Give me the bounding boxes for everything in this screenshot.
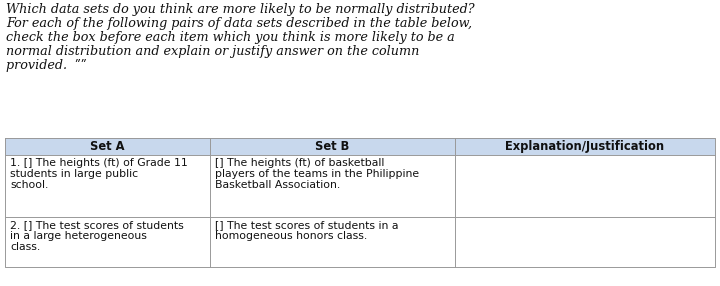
Text: [] The test scores of students in a: [] The test scores of students in a [215, 220, 398, 230]
Bar [5, 217, 715, 267]
Text: provided.  ʺʺ: provided. ʺʺ [6, 59, 86, 72]
Text: Set A: Set A [90, 140, 125, 153]
Bar [5, 138, 715, 155]
Text: 1. [] The heights (ft) of Grade 11: 1. [] The heights (ft) of Grade 11 [10, 158, 188, 168]
Text: school.: school. [10, 180, 48, 190]
Text: in a large heterogeneous: in a large heterogeneous [10, 231, 147, 241]
Text: Explanation/Justification: Explanation/Justification [505, 140, 665, 153]
Text: check the box before each item which you think is more likely to be a: check the box before each item which you… [6, 31, 455, 44]
Text: 2. [] The test scores of students: 2. [] The test scores of students [10, 220, 184, 230]
Text: class.: class. [10, 242, 40, 252]
Text: students in large public: students in large public [10, 169, 138, 179]
Text: players of the teams in the Philippine: players of the teams in the Philippine [215, 169, 419, 179]
Bar [5, 155, 715, 217]
Text: Which data sets do you think are more likely to be normally distributed?: Which data sets do you think are more li… [6, 3, 474, 16]
Text: Basketball Association.: Basketball Association. [215, 180, 341, 190]
Text: homogeneous honors class.: homogeneous honors class. [215, 231, 367, 241]
Text: [] The heights (ft) of basketball: [] The heights (ft) of basketball [215, 158, 384, 168]
Text: Set B: Set B [315, 140, 350, 153]
Text: For each of the following pairs of data sets described in the table below,: For each of the following pairs of data … [6, 17, 472, 30]
Text: normal distribution and explain or justify answer on the column: normal distribution and explain or justi… [6, 45, 419, 58]
